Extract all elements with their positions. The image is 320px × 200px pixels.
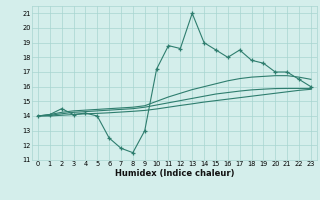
X-axis label: Humidex (Indice chaleur): Humidex (Indice chaleur)	[115, 169, 234, 178]
